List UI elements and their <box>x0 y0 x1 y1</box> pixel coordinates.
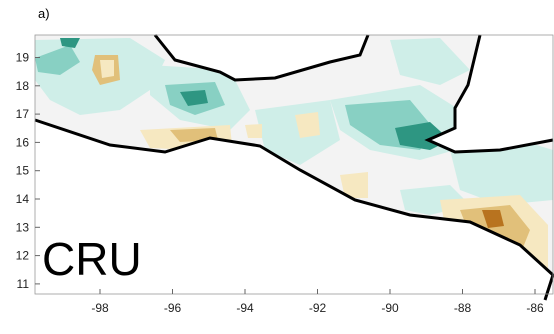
y-tick-label: 16 <box>16 135 30 149</box>
y-tick-label: 11 <box>17 277 30 291</box>
plot-frame <box>34 34 554 295</box>
coastline-pacific <box>34 118 554 301</box>
teal-region <box>255 100 340 165</box>
tan-region <box>295 112 320 138</box>
y-tick-label: 13 <box>16 220 30 234</box>
teal-region <box>180 90 208 106</box>
tan-region <box>482 210 504 228</box>
teal-region <box>60 38 80 48</box>
x-axis-ticks: -98 -96 -94 -92 -90 -88 -86 <box>91 289 544 315</box>
tan-region <box>340 172 368 198</box>
y-tick-label: 19 <box>16 51 30 65</box>
x-tick-label: -88 <box>454 301 472 315</box>
coastline-caribbean <box>424 34 554 154</box>
dataset-label: CRU <box>42 233 142 285</box>
anomaly-field <box>35 35 553 294</box>
y-tick-label: 14 <box>16 192 30 206</box>
x-tick-label: -96 <box>164 301 182 315</box>
y-tick-label: 17 <box>16 107 30 121</box>
y-tick-label: 18 <box>16 79 30 93</box>
tan-region <box>100 60 114 78</box>
x-tick-label: -86 <box>526 301 544 315</box>
x-tick-label: -90 <box>381 301 399 315</box>
coastline-gulf <box>153 34 370 82</box>
y-tick-label: 15 <box>16 164 30 178</box>
x-tick-label: -92 <box>309 301 327 315</box>
teal-region <box>450 140 553 205</box>
panel-label: a) <box>38 6 50 21</box>
teal-region <box>35 45 80 75</box>
y-axis-ticks: 19 18 17 16 15 14 13 12 11 <box>16 51 40 291</box>
y-tick-label: 12 <box>16 249 30 263</box>
x-tick-label: -94 <box>236 301 254 315</box>
x-tick-label: -98 <box>91 301 109 315</box>
teal-region <box>390 38 470 85</box>
tan-region <box>245 124 262 138</box>
